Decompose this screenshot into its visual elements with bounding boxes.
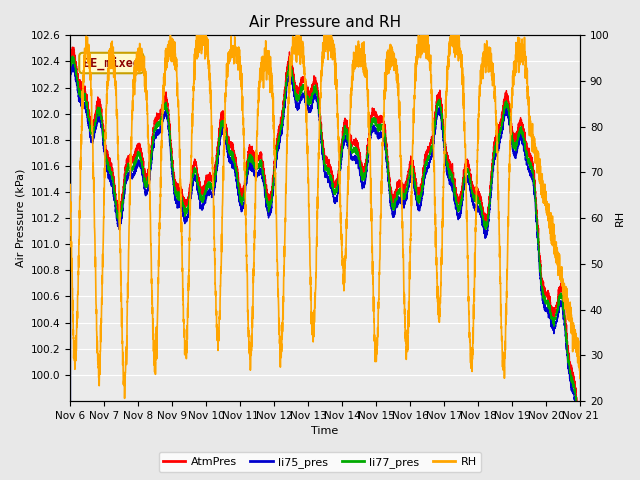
AtmPres [411, 170, 419, 176]
AtmPres [158, 107, 166, 113]
li75_pres [439, 134, 447, 140]
RH [576, 368, 584, 373]
Line: AtmPres: AtmPres [70, 47, 580, 427]
li75_pres [575, 436, 583, 442]
RH [66, 191, 74, 196]
AtmPres [306, 89, 314, 95]
li77_pres [468, 189, 476, 194]
RH [306, 259, 314, 264]
Line: RH: RH [70, 36, 580, 398]
li75_pres [411, 187, 419, 192]
li75_pres [468, 194, 476, 200]
li75_pres [158, 122, 166, 128]
Title: Air Pressure and RH: Air Pressure and RH [249, 15, 401, 30]
li77_pres [575, 427, 583, 432]
RH [166, 33, 174, 38]
RH [440, 197, 447, 203]
Line: li75_pres: li75_pres [70, 64, 580, 480]
RH [468, 347, 476, 352]
Y-axis label: RH: RH [615, 210, 625, 226]
X-axis label: Time: Time [312, 426, 339, 436]
li75_pres [306, 105, 314, 110]
RH [411, 85, 419, 91]
AtmPres [439, 117, 447, 123]
li77_pres [68, 53, 76, 59]
Legend: AtmPres, li75_pres, li77_pres, RH: AtmPres, li75_pres, li77_pres, RH [159, 452, 481, 472]
AtmPres [468, 179, 476, 184]
Text: EE_mixed: EE_mixed [83, 56, 140, 70]
Y-axis label: Air Pressure (kPa): Air Pressure (kPa) [15, 169, 25, 267]
li77_pres [411, 179, 419, 185]
Line: li77_pres: li77_pres [70, 56, 580, 480]
RH [158, 129, 166, 135]
li75_pres [70, 61, 77, 67]
AtmPres [576, 424, 584, 430]
li77_pres [306, 96, 314, 101]
AtmPres [66, 64, 74, 70]
RH [576, 363, 584, 369]
RH [121, 396, 129, 401]
li77_pres [439, 125, 447, 131]
AtmPres [68, 44, 76, 50]
li77_pres [158, 115, 166, 120]
AtmPres [575, 420, 583, 426]
